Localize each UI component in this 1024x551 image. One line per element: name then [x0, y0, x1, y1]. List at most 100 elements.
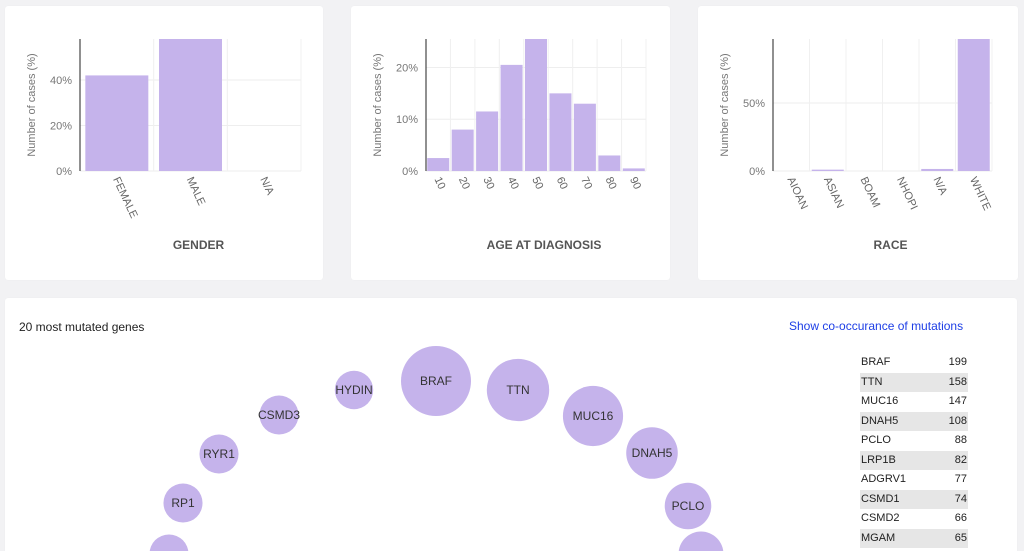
genes-panel-title: 20 most mutated genes: [19, 320, 145, 334]
gene-name: PCLO: [861, 434, 891, 446]
gene-bubble-unlabeled[interactable]: [678, 531, 724, 551]
y-tick-label: 40%: [50, 75, 72, 87]
bar-30[interactable]: [476, 111, 499, 171]
gene-table-row: TTN 158: [860, 372, 968, 392]
gene-bubble-unlabeled[interactable]: [149, 534, 189, 551]
bar-80[interactable]: [598, 155, 621, 171]
x-tick-label: AIOAN: [785, 175, 810, 211]
x-tick-label: 90: [627, 175, 643, 191]
gene-count: 65: [954, 531, 967, 544]
y-tick-label: 20%: [50, 120, 72, 132]
y-tick-label: 0%: [56, 166, 72, 178]
bar-10[interactable]: [427, 158, 450, 171]
mutated-genes-card: BRAF TTN MUC16 DNAH5 PCLO HYDIN CSMD3 RYR1 RP1 2…: [5, 298, 1017, 551]
gene-count: 77: [954, 473, 967, 485]
gene-bubble-label: DNAH5: [632, 446, 673, 460]
gene-name: LRP1B: [861, 453, 896, 466]
y-tick-label: 50%: [743, 98, 765, 110]
gene-bubble-pclo[interactable]: [664, 482, 712, 530]
age-chart-card: 0% 10% 20% 10 20 30 40 50 60 70 80 90 Number of case…: [351, 6, 670, 280]
x-tick-label: WHITE: [967, 175, 993, 212]
gene-bubble-hydin[interactable]: [334, 370, 374, 410]
gene-bubble-rp1[interactable]: [163, 483, 203, 523]
gene-count: 108: [948, 414, 967, 427]
bar-40[interactable]: [500, 64, 523, 171]
gene-count-table: BRAF 199 TTN 158 MUC16 147 DNAH5 108 PCLO 88 LRP1B…: [860, 353, 968, 548]
gene-bubble-muc16[interactable]: [562, 385, 624, 447]
x-tick-label: NHOPI: [894, 175, 920, 212]
gene-bubble-csmd3[interactable]: [259, 395, 299, 435]
x-tick-label: N/A: [257, 175, 276, 197]
gene-table-row: LRP1B 82: [860, 450, 968, 470]
bar-60[interactable]: [549, 93, 572, 171]
gene-name: DNAH5: [861, 414, 899, 427]
gene-count: 66: [954, 512, 967, 524]
gene-table-row: MUC16 147: [860, 392, 968, 412]
gene-table-row: ADGRV1 77: [860, 470, 968, 490]
gene-count: 147: [948, 395, 967, 407]
gene-bubble-braf[interactable]: [401, 346, 471, 416]
bar-male[interactable]: [159, 39, 222, 171]
y-tick-label: 0%: [749, 166, 765, 178]
x-tick-label: FEMALE: [110, 175, 139, 220]
gene-name: BRAF: [861, 356, 891, 368]
bar-20[interactable]: [451, 129, 474, 171]
x-axis-title: GENDER: [173, 238, 225, 252]
bar-female[interactable]: [85, 75, 149, 171]
gender-chart-card: 0% 20% 40% FEMALE MALE N/A Number of cases (%)…: [5, 6, 323, 280]
bar-70[interactable]: [573, 103, 596, 171]
gender-chart: 0% 20% 40% FEMALE MALE N/A Number of cases (%)…: [26, 39, 302, 252]
gene-table-row: PCLO 88: [860, 431, 968, 451]
gene-bubble-label: RP1: [171, 496, 195, 510]
gene-bubble-label: MUC16: [573, 409, 614, 423]
gene-table-row: CSMD2 66: [860, 509, 968, 529]
gene-count: 82: [954, 453, 967, 466]
gene-bubble-dnah5[interactable]: [626, 427, 678, 479]
gene-count: 158: [948, 375, 967, 388]
x-axis-title: AGE AT DIAGNOSIS: [487, 238, 602, 252]
show-co-occurrence-link[interactable]: Show co-occurance of mutations: [789, 319, 964, 333]
gene-table-row: BRAF 199: [860, 353, 968, 373]
y-axis-title: Number of cases (%): [26, 53, 38, 156]
x-axis-title: RACE: [873, 238, 907, 252]
race-chart: 0% 50% AIOAN ASIAN BOAM NHOPI N/A WHITE Number o…: [719, 39, 993, 252]
y-tick-label: 0%: [402, 166, 418, 178]
gene-count: 74: [954, 492, 967, 505]
y-tick-label: 20%: [396, 62, 418, 74]
gene-bubble-label: HYDIN: [335, 383, 372, 397]
gene-bubble-ttn[interactable]: [486, 358, 550, 422]
gene-table-row: MGAM 65: [860, 528, 968, 548]
age-at-diagnosis-chart: 0% 10% 20% 10 20 30 40 50 60 70 80 90 Number of case…: [372, 39, 647, 252]
x-tick-label: 80: [603, 175, 619, 191]
bar-asian[interactable]: [811, 169, 844, 171]
bar-white[interactable]: [957, 39, 990, 171]
x-tick-label: BOAM: [858, 175, 883, 209]
x-tick-label: 10: [432, 175, 448, 191]
y-axis-title: Number of cases (%): [719, 53, 731, 156]
gene-name: TTN: [861, 375, 883, 388]
bar-90[interactable]: [622, 168, 645, 171]
gene-bubble-label: CSMD3: [258, 408, 300, 422]
gene-name: CSMD2: [861, 512, 900, 524]
x-tick-label: 50: [529, 175, 545, 191]
gene-name: MUC16: [861, 395, 899, 407]
gene-count: 199: [948, 356, 967, 368]
gene-table-row: CSMD1 74: [860, 489, 968, 509]
x-tick-label: MALE: [184, 175, 208, 207]
gene-bubble-label: RYR1: [203, 447, 235, 461]
x-tick-label: 60: [554, 175, 570, 191]
gene-bubble-chart: BRAF TTN MUC16 DNAH5 PCLO HYDIN CSMD3 RYR1 RP1: [149, 346, 724, 551]
bar-na[interactable]: [921, 168, 954, 171]
gene-count: 88: [954, 434, 967, 446]
x-tick-label: 20: [456, 175, 472, 191]
x-tick-label: ASIAN: [821, 175, 846, 210]
gene-name: ADGRV1: [861, 473, 907, 485]
bar-50[interactable]: [525, 39, 547, 171]
gene-name: MGAM: [861, 531, 896, 544]
gene-bubble-ryr1[interactable]: [199, 434, 239, 474]
x-tick-label: 30: [480, 175, 496, 191]
gene-table-row: DNAH5 108: [860, 411, 968, 431]
x-tick-label: 70: [578, 175, 594, 191]
x-tick-label: N/A: [931, 175, 950, 197]
gene-name: CSMD1: [861, 492, 900, 505]
